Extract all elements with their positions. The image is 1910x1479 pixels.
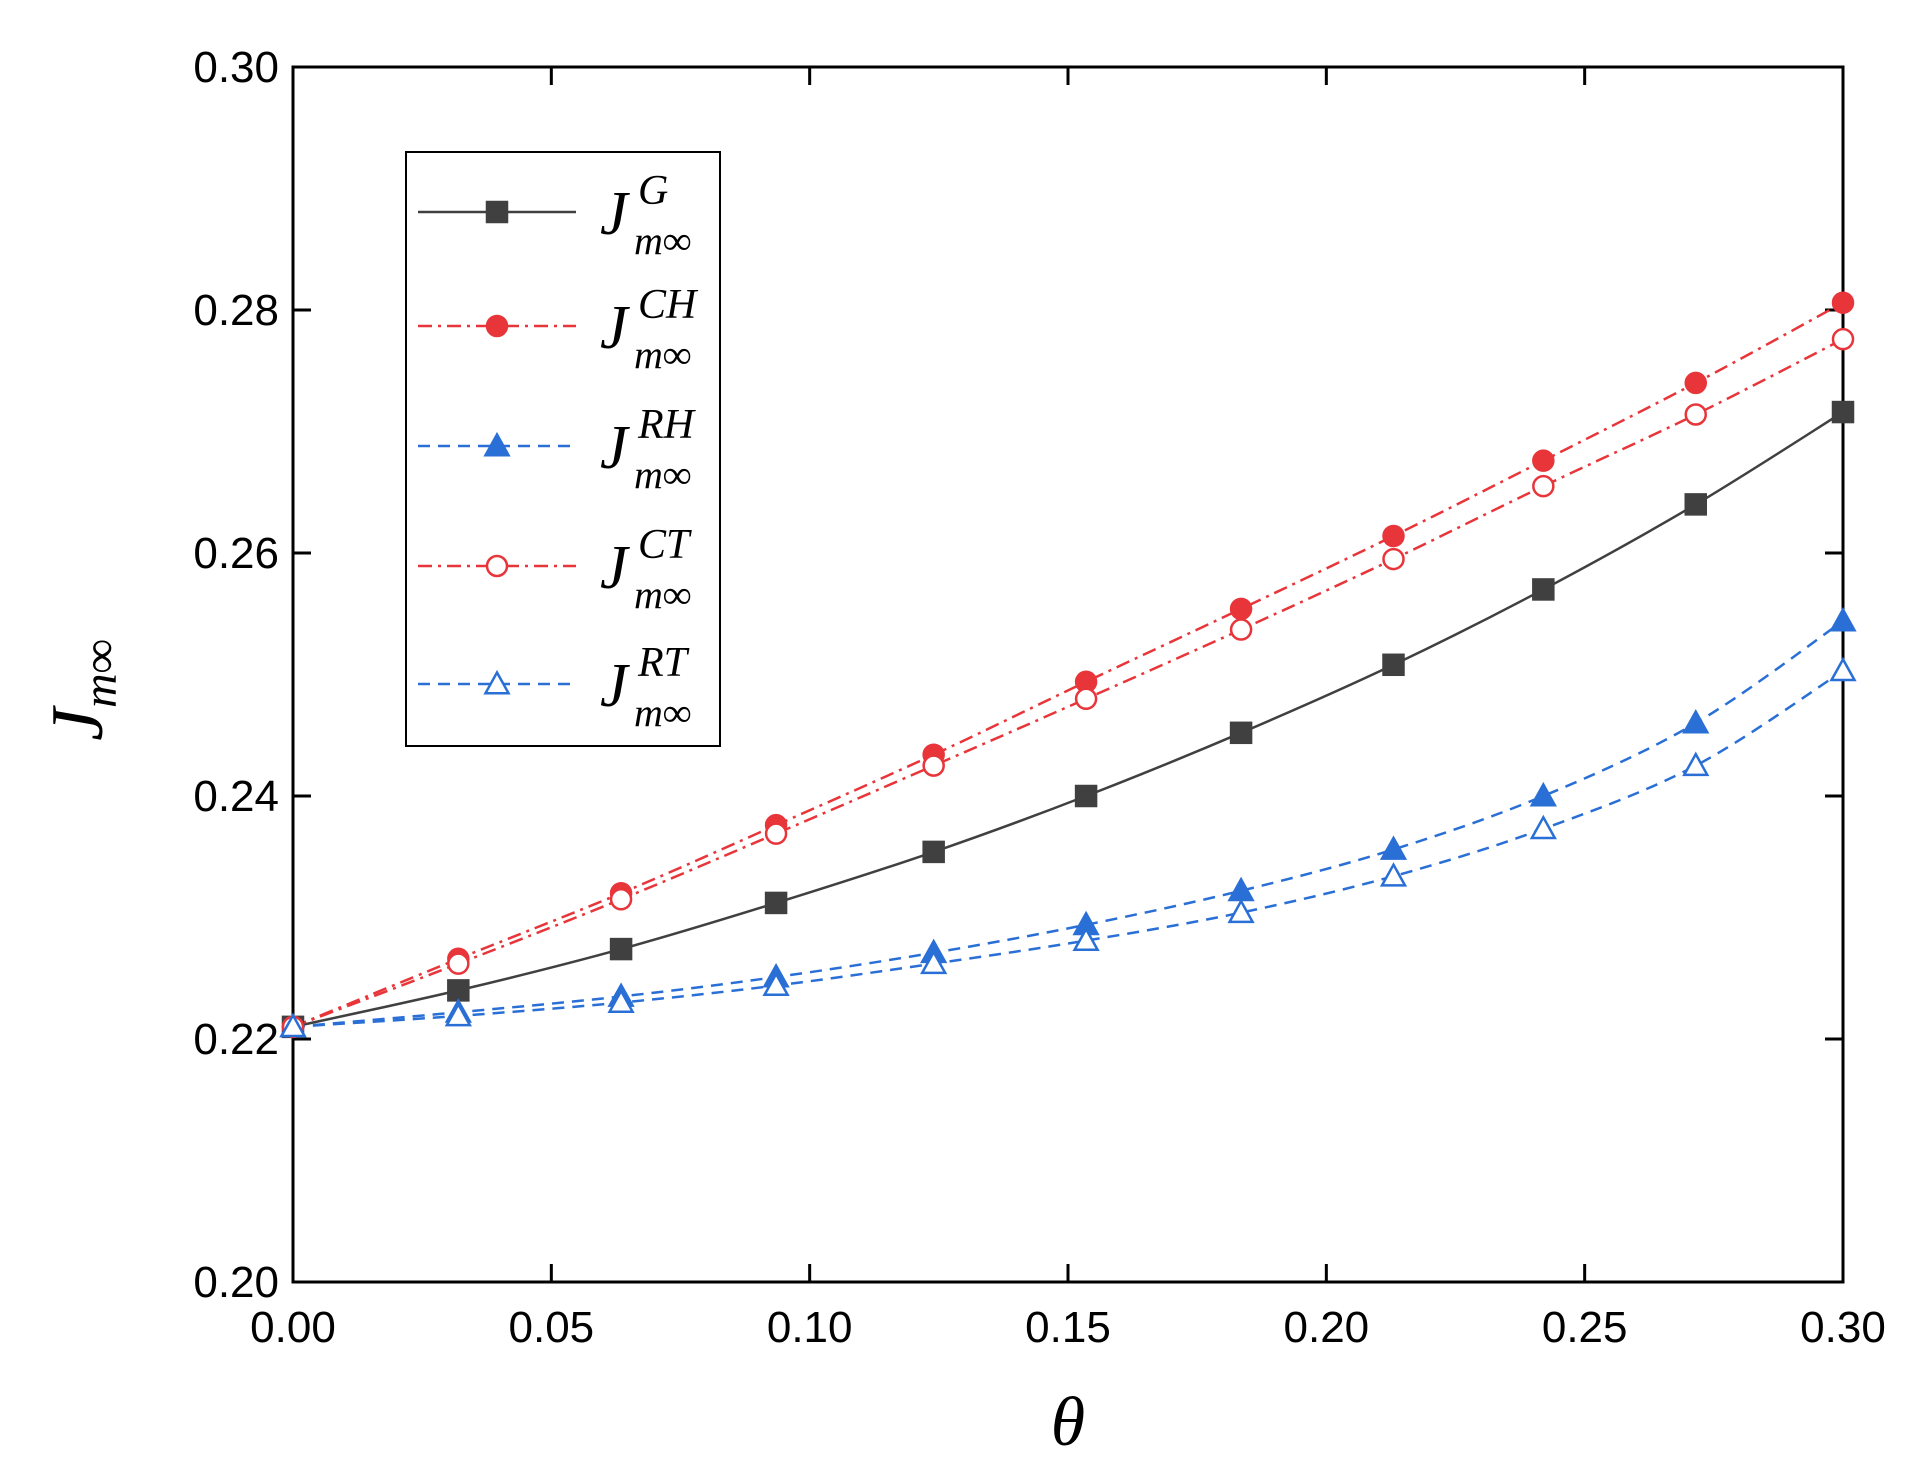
point-RT-0 (279, 1012, 307, 1038)
point-RT-7 (1379, 862, 1408, 887)
point-RT-10 (1829, 656, 1857, 682)
point-G-5 (1074, 784, 1098, 808)
x-tick-label: 0.05 (509, 1303, 595, 1352)
point-CH-6 (1229, 597, 1253, 621)
y-tick-label: 0.20 (193, 1258, 279, 1307)
point-CT-6 (1229, 618, 1253, 641)
y-axis-title-main: J (37, 705, 119, 741)
legend-sup-G: G (638, 168, 668, 214)
point-G-10 (1831, 400, 1855, 424)
point-G-8 (1532, 578, 1555, 601)
point-G-3 (764, 891, 788, 915)
series-line-CT (292, 338, 1844, 1029)
point-CH-7 (1382, 524, 1405, 548)
point-CT-3 (764, 822, 788, 845)
y-tick-label: 0.28 (193, 286, 279, 335)
legend-marker-G (485, 200, 509, 224)
point-CH-9 (1684, 371, 1707, 395)
point-G-2 (609, 937, 633, 961)
legend-sub-CH: m∞ (634, 332, 691, 377)
legend-label-CT: J (600, 534, 630, 602)
legend: J Gm∞J CHm∞J RHm∞J CTm∞J RTm∞ (405, 151, 721, 747)
legend-sup-RH: RH (637, 402, 697, 448)
point-CH-8 (1532, 449, 1555, 472)
point-CT-8 (1532, 474, 1555, 498)
point-RH-10 (1829, 606, 1857, 632)
series-markers (279, 291, 1857, 1039)
point-RT-3 (762, 971, 790, 996)
legend-marker-CT (485, 554, 509, 578)
x-tick-label: 0.30 (1800, 1303, 1886, 1352)
y-tick-labels: 0.20 0.22 0.24 0.26 0.28 0.30 (193, 43, 279, 1307)
point-RH-9 (1682, 709, 1710, 734)
point-CT-2 (609, 888, 633, 911)
point-CT-10 (1831, 327, 1855, 351)
x-tick-label: 0.15 (1025, 1303, 1111, 1352)
legend-sub-G: m∞ (634, 218, 691, 263)
point-CH-10 (1831, 291, 1855, 314)
point-G-1 (447, 979, 470, 1002)
legend-label-G: J (600, 180, 630, 248)
y-tick-label: 0.24 (193, 772, 279, 821)
point-RH-8 (1529, 781, 1557, 807)
point-RT-9 (1682, 751, 1710, 777)
point-RT-2 (607, 988, 635, 1013)
legend-sup-CT: CT (638, 522, 692, 568)
point-CT-7 (1382, 547, 1405, 571)
y-tick-label: 0.26 (193, 529, 279, 578)
point-RT-6 (1227, 898, 1255, 924)
legend-sub-CT: m∞ (634, 572, 691, 617)
legend-sup-CH: CH (638, 282, 699, 328)
svg-text:Jm∞: Jm∞ (37, 639, 127, 741)
point-RH-7 (1379, 835, 1408, 860)
point-RT-5 (1072, 926, 1100, 952)
point-G-7 (1382, 653, 1405, 677)
x-tick-label: 0.25 (1542, 1303, 1628, 1352)
x-tick-label: 0.00 (250, 1303, 336, 1352)
point-G-6 (1229, 721, 1253, 745)
x-tick-label: 0.20 (1284, 1303, 1370, 1352)
legend-marker-RH (483, 431, 511, 457)
point-RT-1 (444, 1001, 472, 1027)
legend-label-RT: J (600, 652, 630, 720)
point-CT-5 (1074, 687, 1098, 711)
legend-sub-RH: m∞ (634, 452, 691, 497)
x-tick-labels: 0.00 0.05 0.10 0.15 0.20 0.25 0.30 (250, 1303, 1886, 1352)
point-G-4 (922, 840, 945, 864)
legend-sub-RT: m∞ (634, 690, 691, 735)
legend-label-CH: J (600, 294, 630, 362)
y-axis-title-sub: m∞ (74, 639, 127, 708)
series-line-RT (292, 669, 1844, 1029)
legend-marker-CH (485, 314, 509, 338)
x-tick-label: 0.10 (767, 1303, 853, 1352)
point-CT-4 (922, 754, 945, 777)
y-tick-label: 0.30 (193, 43, 279, 92)
y-tick-label: 0.22 (193, 1015, 279, 1064)
legend-sup-RT: RT (637, 640, 690, 686)
point-G-9 (1684, 493, 1707, 516)
point-RT-8 (1529, 814, 1557, 840)
legend-marker-RT (483, 669, 511, 695)
legend-box (405, 151, 721, 747)
series-line-CH (292, 301, 1844, 1029)
y-axis-title: Jm∞ (37, 639, 127, 741)
legend-label-RH: J (600, 414, 630, 482)
point-CT-1 (447, 952, 470, 975)
x-axis-title: θ (1051, 1384, 1085, 1461)
point-RT-4 (920, 949, 948, 975)
point-CT-9 (1684, 403, 1707, 426)
